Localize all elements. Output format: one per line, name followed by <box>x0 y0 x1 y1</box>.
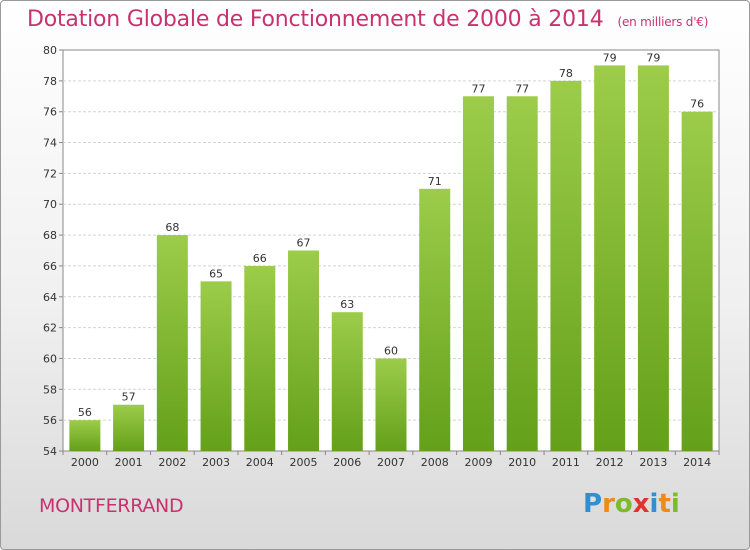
bar-value-label: 65 <box>209 267 223 280</box>
bar-value-label: 77 <box>471 82 485 95</box>
bar <box>200 281 232 451</box>
y-axis: 54 56 58 60 62 64 66 68 70 72 74 76 78 80 <box>43 44 63 458</box>
y-tick-label: 68 <box>43 229 57 242</box>
town-name: MONTFERRAND <box>39 495 184 517</box>
x-tick-label: 2005 <box>290 456 318 469</box>
logo-letter: i <box>649 489 659 519</box>
x-axis: 2000 2001 2002 2003 2004 2005 2006 2007 2008 2009… <box>62 451 720 469</box>
chart-subtitle: (en milliers d'€) <box>617 15 709 29</box>
bar <box>681 111 713 451</box>
chart-title: Dotation Globale de Fonctionnement de 20… <box>27 7 708 32</box>
bar <box>113 404 145 451</box>
x-tick-label: 2004 <box>246 456 274 469</box>
bar <box>637 65 669 451</box>
chart-title-text: Dotation Globale de Fonctionnement de 20… <box>27 7 604 32</box>
bar-value-label: 67 <box>297 237 311 250</box>
bar <box>69 420 101 451</box>
bar <box>331 312 363 451</box>
x-tick-label: 2000 <box>71 456 99 469</box>
bar-value-label: 63 <box>340 298 354 311</box>
bar-value-label: 66 <box>253 252 267 265</box>
logo-letter: i <box>670 489 680 519</box>
bar-value-label: 71 <box>428 175 442 188</box>
y-tick-label: 58 <box>43 383 57 396</box>
x-tick-label: 2009 <box>464 456 492 469</box>
x-tick-label: 2003 <box>202 456 230 469</box>
y-tick-label: 80 <box>43 44 57 57</box>
logo-letter: o <box>614 489 633 519</box>
x-tick-label: 2010 <box>508 456 536 469</box>
logo-letter: r <box>602 489 615 519</box>
bar-value-label: 76 <box>690 98 704 111</box>
x-tick-label: 2001 <box>115 456 143 469</box>
bar-value-label: 78 <box>559 67 573 80</box>
y-tick-label: 76 <box>43 106 57 119</box>
logo-letter: x <box>632 489 650 519</box>
x-tick-label: 2007 <box>377 456 405 469</box>
x-tick-label: 2012 <box>596 456 624 469</box>
x-tick-label: 2014 <box>683 456 711 469</box>
proxiti-logo: Proxiti <box>583 489 680 519</box>
y-tick-label: 60 <box>43 352 57 365</box>
bar <box>419 188 451 452</box>
bar-value-label: 68 <box>165 221 179 234</box>
bar-value-label: 79 <box>646 51 660 64</box>
logo-letter: P <box>583 489 603 519</box>
x-tick-label: 2008 <box>421 456 449 469</box>
bar <box>594 65 626 451</box>
bar <box>156 235 188 451</box>
y-tick-label: 78 <box>43 75 57 88</box>
y-tick-label: 74 <box>43 137 57 150</box>
x-tick-label: 2002 <box>158 456 186 469</box>
bar <box>288 250 320 451</box>
bar <box>462 96 494 452</box>
bar-value-label: 57 <box>122 391 136 404</box>
bar-value-label: 79 <box>603 51 617 64</box>
bar-series: 56 57 68 65 66 67 63 60 71 77 77 78 79 79 76 <box>69 51 713 452</box>
x-tick-label: 2011 <box>552 456 580 469</box>
logo-letter: t <box>658 489 671 519</box>
y-tick-label: 56 <box>43 414 57 427</box>
bar <box>244 265 276 451</box>
y-tick-label: 72 <box>43 167 57 180</box>
bar-value-label: 77 <box>515 82 529 95</box>
x-tick-label: 2006 <box>333 456 361 469</box>
y-tick-label: 62 <box>43 322 57 335</box>
bar <box>550 80 582 451</box>
bar-value-label: 60 <box>384 344 398 357</box>
bar <box>375 358 407 451</box>
bar <box>506 96 538 452</box>
y-tick-label: 66 <box>43 260 57 273</box>
y-tick-label: 54 <box>43 445 57 458</box>
bar-value-label: 56 <box>78 406 92 419</box>
x-tick-label: 2013 <box>639 456 667 469</box>
y-tick-label: 70 <box>43 198 57 211</box>
y-tick-label: 64 <box>43 291 57 304</box>
